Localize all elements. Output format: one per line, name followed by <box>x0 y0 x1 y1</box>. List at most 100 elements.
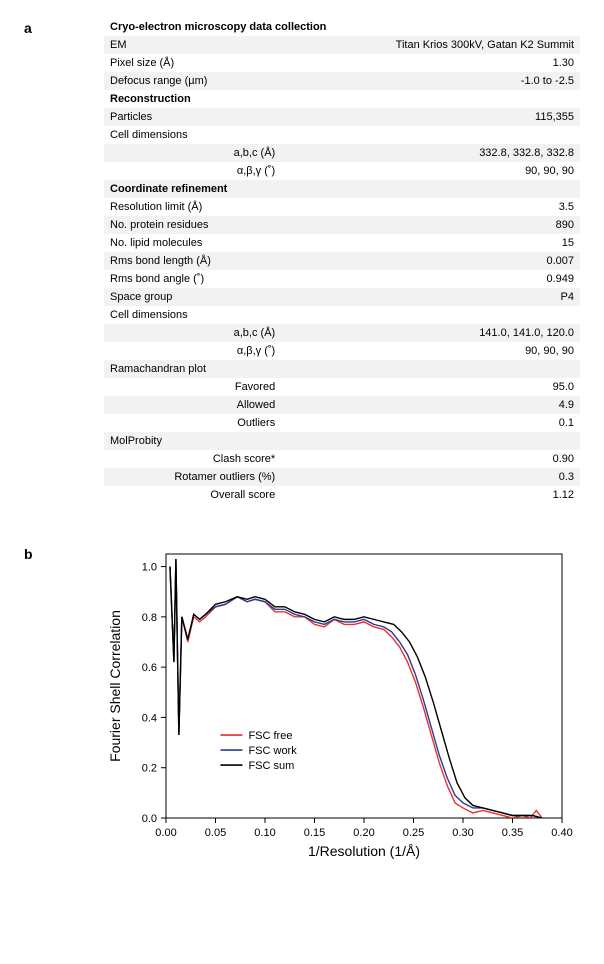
row-value: 1.30 <box>281 54 580 72</box>
row-label: No. protein residues <box>104 216 281 234</box>
row-sublabel: Outliers <box>104 414 281 432</box>
x-tick-label: 0.10 <box>254 827 275 839</box>
table-row: Favored95.0 <box>104 378 580 396</box>
row-value: 141.0, 141.0, 120.0 <box>281 324 580 342</box>
row-sublabel: α,β,γ (˚) <box>104 342 281 360</box>
table-row: a,b,c (Å)141.0, 141.0, 120.0 <box>104 324 580 342</box>
row-label: Rms bond length (Å) <box>104 252 281 270</box>
table-row: Particles115,355 <box>104 108 580 126</box>
row-value: 1.12 <box>281 486 580 504</box>
row-label: Ramachandran plot <box>104 360 580 378</box>
table-row: Reconstruction <box>104 90 580 108</box>
table-row: EMTitan Krios 300kV, Gatan K2 Summit <box>104 36 580 54</box>
row-label: No. lipid molecules <box>104 234 281 252</box>
table-row: Coordinate refinement <box>104 180 580 198</box>
row-value: 90, 90, 90 <box>281 342 580 360</box>
row-sublabel: α,β,γ (˚) <box>104 162 281 180</box>
row-sublabel: Allowed <box>104 396 281 414</box>
row-label: Space group <box>104 288 281 306</box>
table-row: No. protein residues890 <box>104 216 580 234</box>
table-row: Resolution limit (Å)3.5 <box>104 198 580 216</box>
table-row: a,b,c (Å)332.8, 332.8, 332.8 <box>104 144 580 162</box>
row-sublabel: Favored <box>104 378 281 396</box>
y-tick-label: 0.8 <box>142 612 157 624</box>
x-tick-label: 0.20 <box>353 827 374 839</box>
panel-b: b 0.000.050.100.150.200.250.300.350.400.… <box>24 544 580 864</box>
section-heading: Coordinate refinement <box>104 180 580 198</box>
section-heading: Cryo-electron microscopy data collection <box>104 18 580 36</box>
row-label: EM <box>104 36 281 54</box>
table-row: No. lipid molecules15 <box>104 234 580 252</box>
y-tick-label: 0.6 <box>142 662 157 674</box>
x-tick-label: 0.30 <box>452 827 473 839</box>
x-axis-label: 1/Resolution (1/Å) <box>308 843 420 859</box>
table-row: α,β,γ (˚)90, 90, 90 <box>104 162 580 180</box>
table-row: Pixel size (Å)1.30 <box>104 54 580 72</box>
row-label: Defocus range (µm) <box>104 72 281 90</box>
row-value: 115,355 <box>281 108 580 126</box>
row-label: Rms bond angle (˚) <box>104 270 281 288</box>
row-value: P4 <box>281 288 580 306</box>
table-row: Defocus range (µm)-1.0 to -2.5 <box>104 72 580 90</box>
row-label: Pixel size (Å) <box>104 54 281 72</box>
table-row: Cell dimensions <box>104 306 580 324</box>
plot-area <box>166 554 562 818</box>
row-value: 0.3 <box>281 468 580 486</box>
table-row: Space groupP4 <box>104 288 580 306</box>
table-row: Rms bond length (Å)0.007 <box>104 252 580 270</box>
panel-b-label: b <box>24 544 104 562</box>
table-row: MolProbity <box>104 432 580 450</box>
y-tick-label: 1.0 <box>142 562 157 574</box>
row-sublabel: Rotamer outliers (%) <box>104 468 281 486</box>
row-sublabel: Overall score <box>104 486 281 504</box>
row-value: 90, 90, 90 <box>281 162 580 180</box>
table-row: Ramachandran plot <box>104 360 580 378</box>
row-value: 0.1 <box>281 414 580 432</box>
table-row: Overall score1.12 <box>104 486 580 504</box>
x-tick-label: 0.35 <box>502 827 523 839</box>
table-row: Rotamer outliers (%)0.3 <box>104 468 580 486</box>
row-value: 0.949 <box>281 270 580 288</box>
row-value: 0.007 <box>281 252 580 270</box>
x-tick-label: 0.25 <box>403 827 424 839</box>
row-value: 15 <box>281 234 580 252</box>
panel-a: a Cryo-electron microscopy data collecti… <box>24 18 580 504</box>
x-tick-label: 0.40 <box>551 827 572 839</box>
x-tick-label: 0.05 <box>205 827 226 839</box>
panel-a-label: a <box>24 18 104 36</box>
row-value: 3.5 <box>281 198 580 216</box>
y-tick-label: 0.4 <box>142 712 157 724</box>
row-label: Resolution limit (Å) <box>104 198 281 216</box>
legend-label: FSC sum <box>248 760 294 772</box>
table-row: Outliers0.1 <box>104 414 580 432</box>
row-label: Cell dimensions <box>104 306 580 324</box>
section-heading: Reconstruction <box>104 90 580 108</box>
row-value: 0.90 <box>281 450 580 468</box>
row-label: Cell dimensions <box>104 126 580 144</box>
table-row: α,β,γ (˚)90, 90, 90 <box>104 342 580 360</box>
data-table: Cryo-electron microscopy data collection… <box>104 18 580 504</box>
row-value: 332.8, 332.8, 332.8 <box>281 144 580 162</box>
y-axis-label: Fourier Shell Correlation <box>107 610 123 762</box>
row-value: Titan Krios 300kV, Gatan K2 Summit <box>281 36 580 54</box>
legend-label: FSC work <box>248 745 297 757</box>
row-label: MolProbity <box>104 432 580 450</box>
row-label: Particles <box>104 108 281 126</box>
row-value: 95.0 <box>281 378 580 396</box>
x-tick-label: 0.00 <box>155 827 176 839</box>
row-sublabel: Clash score* <box>104 450 281 468</box>
fsc-chart: 0.00 0.05 0.10 0.15 0.20 0.25 0.30 0.35 0.40 0.0 0… <box>104 544 574 864</box>
y-tick-label: 0.0 <box>142 813 157 825</box>
y-tick-label: 0.2 <box>142 763 157 775</box>
row-sublabel: a,b,c (Å) <box>104 144 281 162</box>
table-row: Clash score*0.90 <box>104 450 580 468</box>
table-row: Rms bond angle (˚)0.949 <box>104 270 580 288</box>
row-value: -1.0 to -2.5 <box>281 72 580 90</box>
table-row: Cell dimensions <box>104 126 580 144</box>
row-value: 890 <box>281 216 580 234</box>
row-value: 4.9 <box>281 396 580 414</box>
table-row: Allowed4.9 <box>104 396 580 414</box>
row-sublabel: a,b,c (Å) <box>104 324 281 342</box>
x-tick-label: 0.15 <box>304 827 325 839</box>
legend-label: FSC free <box>248 730 292 742</box>
